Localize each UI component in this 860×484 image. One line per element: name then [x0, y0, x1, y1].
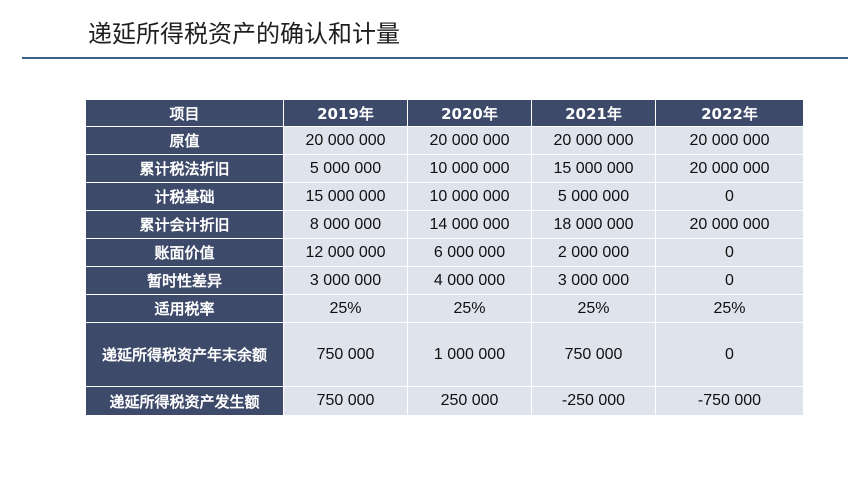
table-cell: 15 000 000: [532, 155, 655, 182]
table-cell: 3 000 000: [284, 267, 407, 294]
header-cell-2019: 2019年: [284, 100, 407, 126]
table-cell: 20 000 000: [656, 155, 803, 182]
row-label: 适用税率: [86, 295, 283, 322]
table-cell: 20 000 000: [284, 127, 407, 154]
table-cell: 5 000 000: [284, 155, 407, 182]
table-cell: 750 000: [284, 323, 407, 386]
deferred-tax-table: 项目 2019年 2020年 2021年 2022年 原值 20 000 000…: [85, 99, 804, 416]
table-cell: 2 000 000: [532, 239, 655, 266]
table-cell: 10 000 000: [408, 155, 531, 182]
table-header-row: 项目 2019年 2020年 2021年 2022年: [86, 100, 803, 126]
row-label: 账面价值: [86, 239, 283, 266]
table-cell: 250 000: [408, 387, 531, 415]
table-cell: 25%: [656, 295, 803, 322]
row-label: 原值: [86, 127, 283, 154]
table-cell: -250 000: [532, 387, 655, 415]
table-cell: 0: [656, 183, 803, 210]
table-row: 原值 20 000 000 20 000 000 20 000 000 20 0…: [86, 127, 803, 154]
table-cell: 12 000 000: [284, 239, 407, 266]
table-cell: 20 000 000: [656, 211, 803, 238]
table-cell: 0: [656, 239, 803, 266]
row-label: 累计税法折旧: [86, 155, 283, 182]
table-cell: 5 000 000: [532, 183, 655, 210]
row-label: 递延所得税资产年末余额: [86, 323, 283, 386]
table-cell: 6 000 000: [408, 239, 531, 266]
table-cell: 0: [656, 323, 803, 386]
table-cell: 18 000 000: [532, 211, 655, 238]
title-divider: [22, 57, 848, 59]
row-label: 递延所得税资产发生额: [86, 387, 283, 415]
table-cell: 3 000 000: [532, 267, 655, 294]
header-cell-2022: 2022年: [656, 100, 803, 126]
header-cell-item: 项目: [86, 100, 283, 126]
row-label: 累计会计折旧: [86, 211, 283, 238]
row-label: 计税基础: [86, 183, 283, 210]
slide-title: 递延所得税资产的确认和计量: [88, 20, 400, 48]
table-cell: 25%: [532, 295, 655, 322]
table-row: 暂时性差异 3 000 000 4 000 000 3 000 000 0: [86, 267, 803, 294]
table-cell: 14 000 000: [408, 211, 531, 238]
table-cell: 1 000 000: [408, 323, 531, 386]
table-row: 递延所得税资产年末余额 750 000 1 000 000 750 000 0: [86, 323, 803, 386]
table-cell: 0: [656, 267, 803, 294]
table-cell: 20 000 000: [532, 127, 655, 154]
table-cell: 8 000 000: [284, 211, 407, 238]
table-row: 累计会计折旧 8 000 000 14 000 000 18 000 000 2…: [86, 211, 803, 238]
table-cell: 10 000 000: [408, 183, 531, 210]
table-cell: 25%: [408, 295, 531, 322]
table-cell: 25%: [284, 295, 407, 322]
table-row: 递延所得税资产发生额 750 000 250 000 -250 000 -750…: [86, 387, 803, 415]
table-cell: 750 000: [284, 387, 407, 415]
table-cell: 4 000 000: [408, 267, 531, 294]
table-cell: 15 000 000: [284, 183, 407, 210]
header-cell-2021: 2021年: [532, 100, 655, 126]
table-cell: 20 000 000: [656, 127, 803, 154]
table-cell: 750 000: [532, 323, 655, 386]
table-row: 累计税法折旧 5 000 000 10 000 000 15 000 000 2…: [86, 155, 803, 182]
row-label: 暂时性差异: [86, 267, 283, 294]
table-cell: -750 000: [656, 387, 803, 415]
table-row: 计税基础 15 000 000 10 000 000 5 000 000 0: [86, 183, 803, 210]
table-cell: 20 000 000: [408, 127, 531, 154]
header-cell-2020: 2020年: [408, 100, 531, 126]
table-row: 账面价值 12 000 000 6 000 000 2 000 000 0: [86, 239, 803, 266]
table-row: 适用税率 25% 25% 25% 25%: [86, 295, 803, 322]
